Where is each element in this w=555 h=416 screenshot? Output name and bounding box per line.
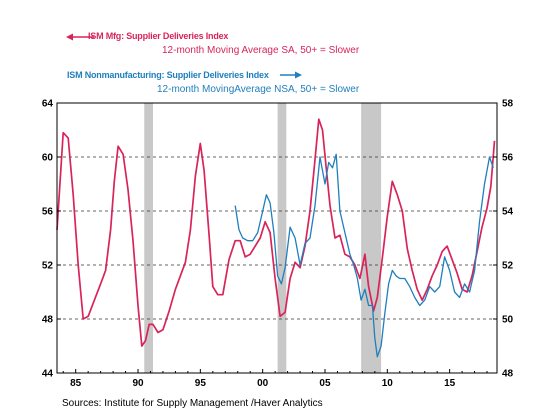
right-tick-label: 58 xyxy=(502,99,514,110)
x-tick-label: 10 xyxy=(382,378,394,389)
nonmfg-legend-title: ISM Nonmanufacturing: Supplier Deliverie… xyxy=(67,70,269,80)
x-tick-label: 05 xyxy=(319,378,331,389)
right-tick-label: 56 xyxy=(502,153,514,164)
left-tick-label: 60 xyxy=(42,153,54,164)
series-line-nonmfg xyxy=(234,153,494,358)
left-tick-label: 52 xyxy=(42,261,54,272)
recession-band-0 xyxy=(144,103,153,373)
mfg-arrow-head xyxy=(66,33,73,41)
nonmfg-legend-subtitle: 12-month MovingAverage NSA, 50+ = Slower xyxy=(157,84,360,95)
x-tick-label: 15 xyxy=(444,378,456,389)
source-note: Sources: Institute for Supply Management… xyxy=(62,398,323,409)
series-lines xyxy=(56,118,496,358)
left-tick-label: 44 xyxy=(42,369,54,380)
mfg-legend-title: ISM Mfg: Supplier Deliveries Index xyxy=(88,31,229,41)
right-tick-label: 54 xyxy=(502,207,514,218)
left-tick-label: 56 xyxy=(42,207,54,218)
legend-arrows xyxy=(66,33,302,79)
x-tick-label: 95 xyxy=(195,378,207,389)
x-tick-label: 85 xyxy=(70,378,82,389)
x-tick-label: 90 xyxy=(132,378,144,389)
recession-band-2 xyxy=(361,103,382,373)
axes xyxy=(56,102,498,374)
left-tick-label: 48 xyxy=(42,315,54,326)
right-tick-label: 50 xyxy=(502,315,514,326)
mfg-legend-subtitle: 12-month Moving Average SA, 50+ = Slower xyxy=(162,45,360,56)
series-line-mfg xyxy=(56,118,496,347)
left-tick-label: 64 xyxy=(42,99,54,110)
nonmfg-arrow-head xyxy=(295,71,302,79)
right-tick-label: 52 xyxy=(502,261,514,272)
recession-shading xyxy=(144,103,382,373)
plot-frame xyxy=(56,102,498,374)
x-tick-label: 00 xyxy=(257,378,269,389)
recession-band-1 xyxy=(277,103,287,373)
tick-labels: 64 60 56 52 48 44 58 56 54 52 50 48 85 90 95 00 05 10 15 xyxy=(42,99,514,390)
right-tick-label: 48 xyxy=(502,369,514,380)
